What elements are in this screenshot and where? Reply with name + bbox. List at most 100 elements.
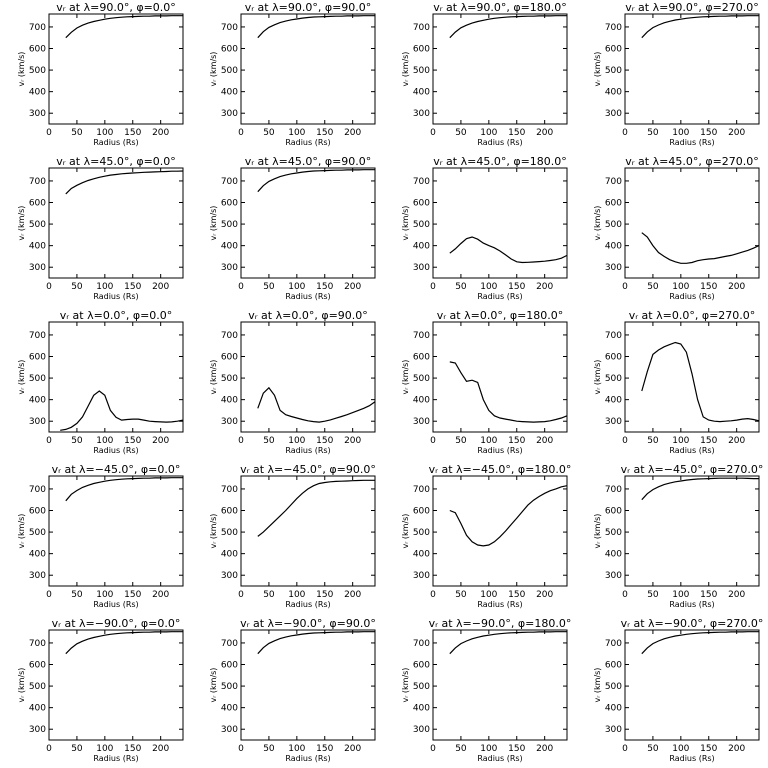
x-tick-label: 100 [96,590,113,600]
x-tick-label: 150 [700,590,717,600]
y-tick-label: 400 [29,704,46,714]
x-tick-label: 200 [152,744,169,754]
x-tick-label: 50 [71,436,83,446]
series-line [65,477,183,502]
y-axis-label: vᵣ (km/s) [593,206,602,241]
x-tick-label: 150 [316,744,333,754]
y-tick-label: 300 [605,263,622,273]
x-tick-label: 100 [288,282,305,292]
x-tick-label: 0 [622,282,628,292]
x-tick-label: 0 [430,436,436,446]
panel-title: vᵣ at λ=−45.0°, φ=180.0° [429,463,572,476]
y-tick-label: 600 [413,45,430,55]
y-tick-label: 600 [221,661,238,671]
x-tick-label: 0 [46,744,52,754]
y-tick-label: 300 [29,263,46,273]
y-tick-label: 500 [29,528,46,538]
y-tick-label: 700 [605,177,622,187]
y-tick-label: 400 [29,396,46,406]
y-tick-label: 400 [413,88,430,98]
panel-4: vᵣ at λ=45.0°, φ=0.0° 0 50 100 150 200 300 400 5… [17,155,184,301]
series-line [60,390,184,431]
x-tick-label: 0 [430,128,436,138]
y-axis-label: vᵣ (km/s) [17,514,26,549]
x-axis-label: Radius (Rs) [93,754,138,763]
y-axis-label: vᵣ (km/s) [17,52,26,87]
panel-title: vᵣ at λ=45.0°, φ=270.0° [625,155,759,168]
y-tick-label: 500 [29,374,46,384]
panel-13: vᵣ at λ=−45.0°, φ=90.0° 0 50 100 150 200 300 40… [209,463,376,609]
x-tick-label: 50 [647,436,659,446]
y-axis-label: vᵣ (km/s) [209,206,218,241]
x-tick-label: 50 [263,436,275,446]
x-tick-label: 200 [728,590,745,600]
series-line [257,631,375,655]
x-tick-label: 200 [728,744,745,754]
series-line [449,236,568,264]
panel-15: vᵣ at λ=−45.0°, φ=270.0° 0 50 100 150 200 300 4… [593,463,763,609]
panel-19: vᵣ at λ=−90.0°, φ=270.0° 0 50 100 150 200 300 4… [593,617,763,763]
series-line [65,15,183,39]
x-tick-label: 200 [152,436,169,446]
y-axis-label: vᵣ (km/s) [401,360,410,395]
y-tick-label: 500 [605,66,622,76]
plot-frame [624,13,760,125]
x-tick-label: 50 [71,282,83,292]
y-tick-label: 600 [29,45,46,55]
x-tick-label: 50 [263,128,275,138]
x-tick-label: 150 [700,128,717,138]
x-tick-label: 100 [480,590,497,600]
series-line [449,361,568,423]
y-tick-label: 300 [29,725,46,735]
x-tick-label: 100 [480,744,497,754]
panel-title: vᵣ at λ=0.0°, φ=0.0° [60,309,173,322]
y-tick-label: 600 [605,661,622,671]
x-tick-label: 100 [672,282,689,292]
x-axis-label: Radius (Rs) [285,446,330,455]
y-tick-label: 400 [221,88,238,98]
x-tick-label: 0 [238,590,244,600]
series-line [449,15,567,39]
x-tick-label: 150 [316,282,333,292]
y-tick-label: 300 [29,571,46,581]
y-tick-label: 600 [605,353,622,363]
y-tick-label: 700 [605,485,622,495]
x-tick-label: 100 [288,590,305,600]
y-tick-label: 700 [413,639,430,649]
x-tick-label: 100 [480,128,497,138]
x-tick-label: 200 [152,590,169,600]
x-tick-label: 200 [344,590,361,600]
y-tick-label: 300 [221,417,238,427]
series-line [65,631,183,655]
y-tick-label: 300 [605,571,622,581]
y-tick-label: 300 [29,417,46,427]
plot-frame [240,629,376,741]
x-tick-label: 50 [455,282,467,292]
x-axis-label: Radius (Rs) [477,600,522,609]
x-tick-label: 200 [728,436,745,446]
x-tick-label: 0 [238,128,244,138]
y-tick-label: 500 [29,682,46,692]
y-tick-label: 700 [29,331,46,341]
x-tick-label: 100 [672,590,689,600]
x-tick-label: 100 [96,436,113,446]
y-tick-label: 300 [605,109,622,119]
y-axis-label: vᵣ (km/s) [17,668,26,703]
series-line [641,232,760,264]
x-tick-label: 50 [263,590,275,600]
panel-14: vᵣ at λ=−45.0°, φ=180.0° 0 50 100 150 200 300 4… [401,463,571,609]
plot-frame [432,475,568,587]
y-tick-label: 700 [413,23,430,33]
panel-title: vᵣ at λ=45.0°, φ=0.0° [56,155,176,168]
y-tick-label: 600 [605,199,622,209]
y-tick-label: 400 [605,396,622,406]
x-tick-label: 50 [455,744,467,754]
plot-frame [432,13,568,125]
x-tick-label: 50 [263,282,275,292]
y-tick-label: 600 [221,353,238,363]
x-tick-label: 200 [536,436,553,446]
y-tick-label: 700 [29,639,46,649]
x-tick-label: 200 [536,590,553,600]
y-tick-label: 700 [29,177,46,187]
y-tick-label: 300 [221,571,238,581]
